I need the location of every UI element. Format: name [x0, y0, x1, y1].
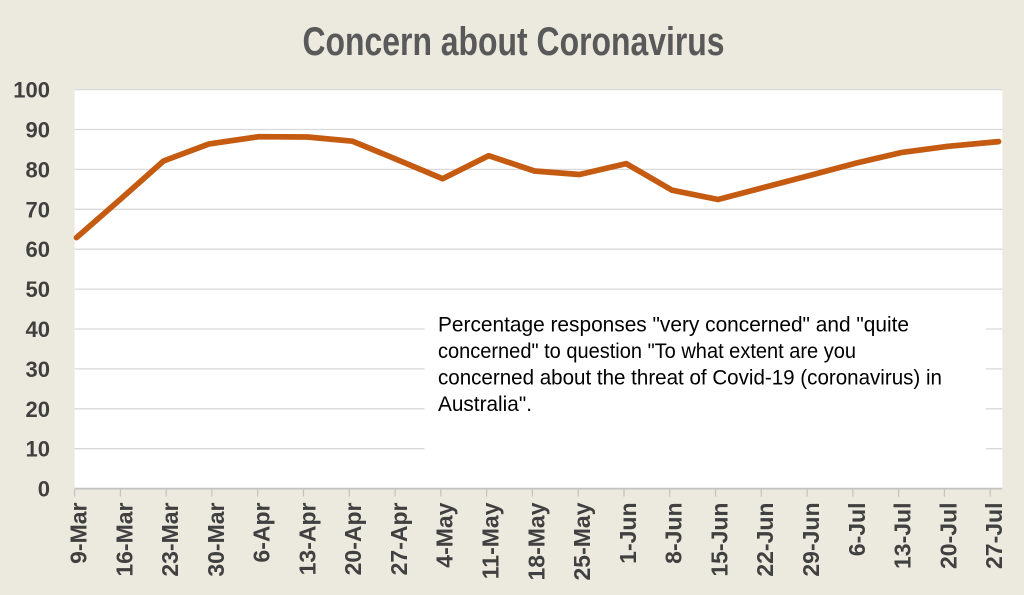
svg-text:25-May: 25-May — [569, 502, 595, 580]
svg-text:40: 40 — [26, 317, 50, 342]
svg-text:16-Mar: 16-Mar — [111, 502, 137, 576]
svg-text:29-Jun: 29-Jun — [798, 503, 824, 577]
svg-text:concerned about the threat of: concerned about the threat of Covid-19 (… — [438, 367, 942, 390]
svg-text:23-Mar: 23-Mar — [157, 502, 183, 576]
svg-text:9-Mar: 9-Mar — [66, 502, 92, 563]
svg-text:concerned" to question "To wha: concerned" to question "To what extent a… — [438, 340, 856, 363]
svg-text:90: 90 — [26, 118, 50, 143]
svg-text:20-Apr: 20-Apr — [340, 502, 366, 575]
svg-text:13-Apr: 13-Apr — [294, 502, 320, 575]
svg-text:0: 0 — [38, 477, 50, 502]
svg-text:6-Jul: 6-Jul — [844, 503, 870, 557]
svg-text:1-Jun: 1-Jun — [615, 503, 641, 564]
svg-text:80: 80 — [26, 157, 50, 182]
svg-text:50: 50 — [26, 277, 50, 302]
svg-text:6-Apr: 6-Apr — [249, 502, 275, 562]
svg-text:70: 70 — [26, 197, 50, 222]
svg-text:30: 30 — [26, 357, 50, 382]
svg-text:4-May: 4-May — [432, 502, 458, 567]
svg-text:100: 100 — [13, 78, 50, 103]
svg-text:10: 10 — [26, 437, 50, 462]
svg-text:18-May: 18-May — [523, 502, 549, 580]
svg-text:27-Apr: 27-Apr — [386, 502, 412, 575]
svg-text:22-Jun: 22-Jun — [752, 503, 778, 577]
svg-text:Concern about Coronavirus: Concern about Coronavirus — [303, 20, 725, 64]
svg-text:20-Jul: 20-Jul — [935, 503, 961, 569]
svg-text:Percentage responses "very con: Percentage responses "very concerned" an… — [438, 314, 909, 337]
svg-text:13-Jul: 13-Jul — [890, 503, 916, 569]
svg-text:8-Jun: 8-Jun — [661, 503, 687, 564]
svg-text:Australia".: Australia". — [438, 393, 532, 416]
svg-text:15-Jun: 15-Jun — [706, 503, 732, 577]
svg-text:11-May: 11-May — [478, 502, 504, 579]
svg-text:20: 20 — [26, 397, 50, 422]
svg-text:60: 60 — [26, 237, 50, 262]
svg-text:30-Mar: 30-Mar — [203, 502, 229, 576]
svg-text:27-Jul: 27-Jul — [981, 503, 1007, 569]
